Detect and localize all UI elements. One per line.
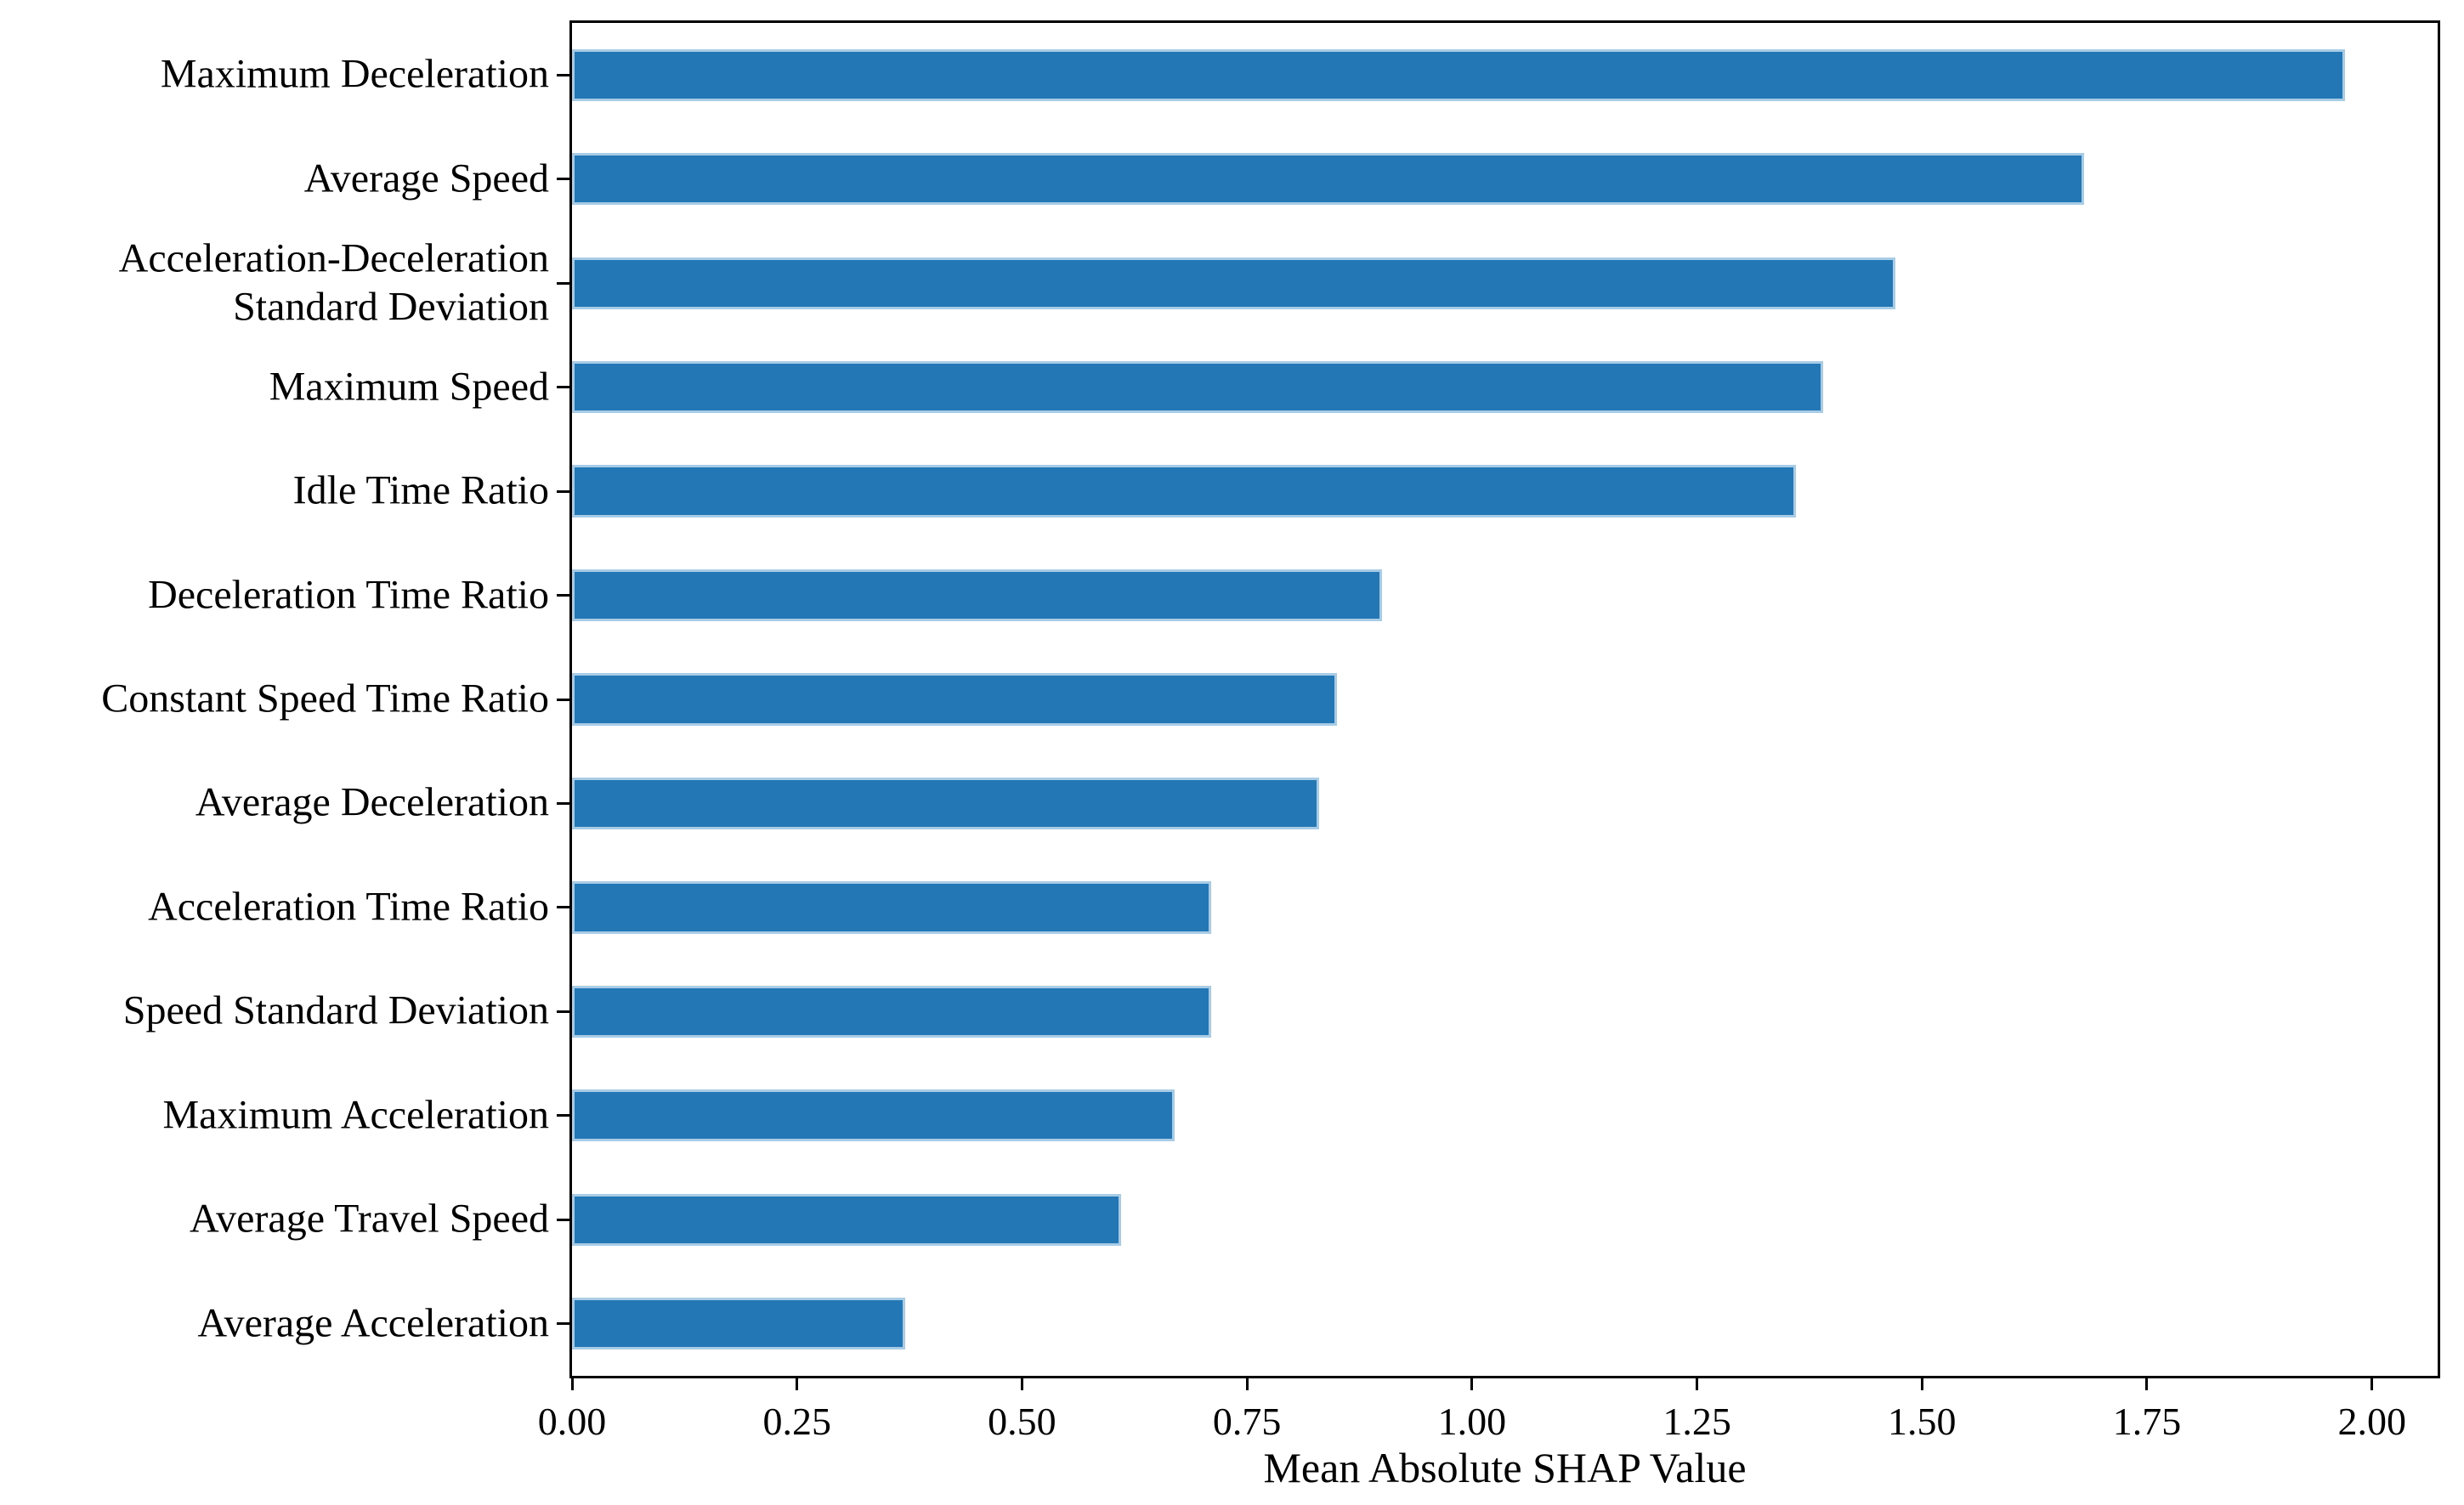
- y-tick-label-maximum-deceleration: Maximum Deceleration: [160, 51, 549, 97]
- y-tick-label-average-travel-speed: Average Travel Speed: [190, 1196, 549, 1242]
- x-tick-label-0.75: 0.75: [1212, 1400, 1282, 1443]
- bar-average-deceleration: [572, 777, 1319, 830]
- x-tick-label-1.50: 1.50: [1888, 1400, 1957, 1443]
- y-tick-label-acceleration-deceleration-standard-deviation: Acceleration-Deceleration Standard Devia…: [118, 235, 549, 330]
- bar-maximum-speed: [572, 361, 1823, 414]
- y-tick-label-average-acceleration: Average Acceleration: [197, 1300, 549, 1346]
- y-tick-mark-maximum-deceleration: [557, 73, 569, 76]
- y-tick-label-idle-time-ratio: Idle Time Ratio: [292, 467, 549, 513]
- bar-average-speed: [572, 153, 2084, 206]
- y-tick-label-maximum-speed: Maximum Speed: [269, 364, 549, 410]
- y-tick-mark-average-speed: [557, 178, 569, 181]
- x-tick-label-1.75: 1.75: [2112, 1400, 2182, 1443]
- x-tick-mark-0.00: [570, 1378, 574, 1390]
- y-tick-label-maximum-acceleration: Maximum Acceleration: [162, 1092, 549, 1138]
- x-axis-title: Mean Absolute SHAP Value: [1263, 1444, 1747, 1491]
- y-tick-mark-maximum-acceleration: [557, 1114, 569, 1117]
- y-tick-label-constant-speed-time-ratio: Constant Speed Time Ratio: [101, 676, 549, 721]
- x-tick-mark-0.75: [1245, 1378, 1249, 1390]
- bar-idle-time-ratio: [572, 465, 1797, 518]
- x-tick-label-1.00: 1.00: [1437, 1400, 1507, 1443]
- x-tick-label-0.50: 0.50: [988, 1400, 1056, 1443]
- y-tick-mark-constant-speed-time-ratio: [557, 698, 569, 701]
- y-tick-mark-average-deceleration: [557, 801, 569, 805]
- y-tick-mark-average-travel-speed: [557, 1218, 569, 1221]
- bar-average-travel-speed: [572, 1193, 1121, 1246]
- bar-acceleration-time-ratio: [572, 881, 1211, 934]
- x-tick-mark-1.25: [1696, 1378, 1699, 1390]
- bar-maximum-deceleration: [572, 48, 2345, 101]
- x-tick-mark-0.50: [1020, 1378, 1023, 1390]
- x-tick-mark-1.75: [2145, 1378, 2149, 1390]
- y-tick-mark-average-acceleration: [557, 1322, 569, 1326]
- y-tick-mark-maximum-speed: [557, 386, 569, 389]
- x-tick-mark-0.25: [796, 1378, 799, 1390]
- y-tick-label-speed-standard-deviation: Speed Standard Deviation: [122, 988, 549, 1034]
- bar-deceleration-time-ratio: [572, 569, 1382, 622]
- bar-maximum-acceleration: [572, 1089, 1175, 1142]
- x-tick-mark-1.50: [1920, 1378, 1923, 1390]
- y-tick-label-deceleration-time-ratio: Deceleration Time Ratio: [148, 572, 549, 618]
- x-tick-label-0.25: 0.25: [762, 1400, 831, 1443]
- x-tick-label-2.00: 2.00: [2337, 1400, 2406, 1443]
- y-tick-mark-speed-standard-deviation: [557, 1010, 569, 1013]
- x-tick-label-0.00: 0.00: [537, 1400, 607, 1443]
- bar-average-acceleration: [572, 1298, 905, 1350]
- y-tick-mark-acceleration-deceleration-standard-deviation: [557, 281, 569, 285]
- bar-speed-standard-deviation: [572, 985, 1211, 1038]
- bar-constant-speed-time-ratio: [572, 673, 1338, 726]
- bar-acceleration-deceleration-standard-deviation: [572, 257, 1895, 309]
- y-tick-label-average-deceleration: Average Deceleration: [195, 780, 549, 826]
- plot-area: [569, 20, 2440, 1378]
- y-tick-label-acceleration-time-ratio: Acceleration Time Ratio: [148, 884, 549, 930]
- y-tick-label-average-speed: Average Speed: [303, 156, 549, 201]
- y-tick-mark-acceleration-time-ratio: [557, 906, 569, 909]
- x-tick-mark-1.00: [1470, 1378, 1474, 1390]
- x-tick-mark-2.00: [2371, 1378, 2374, 1390]
- y-tick-mark-deceleration-time-ratio: [557, 594, 569, 597]
- x-tick-label-1.25: 1.25: [1662, 1400, 1731, 1443]
- y-tick-mark-idle-time-ratio: [557, 489, 569, 493]
